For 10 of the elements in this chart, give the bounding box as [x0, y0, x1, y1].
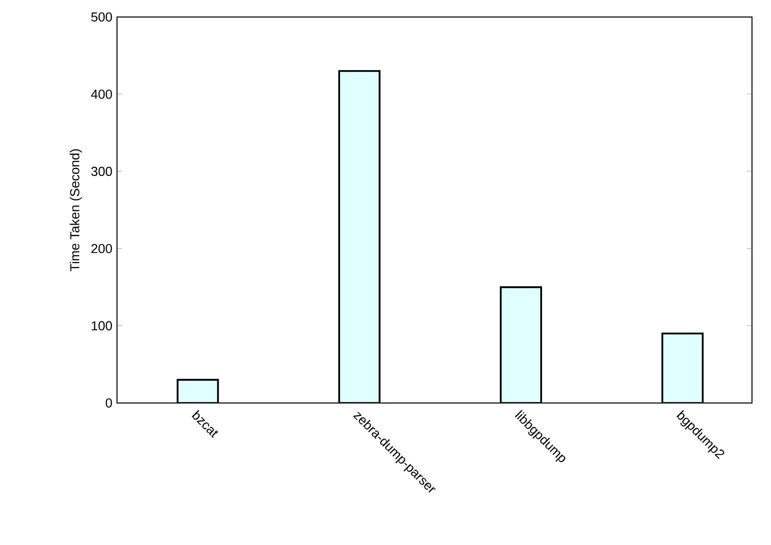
bar: [500, 286, 542, 403]
y-tick-label: 0: [106, 398, 112, 408]
y-tick-label: 100: [92, 321, 112, 330]
y-tick-label: 500: [91, 12, 112, 22]
y-axis-title: Time Taken (Second): [70, 149, 82, 272]
bar: [338, 70, 380, 403]
y-tick-label: 400: [91, 90, 112, 99]
y-tick-label: 200: [91, 244, 112, 254]
bar: [661, 332, 704, 403]
y-tick-label: 300: [91, 166, 112, 176]
